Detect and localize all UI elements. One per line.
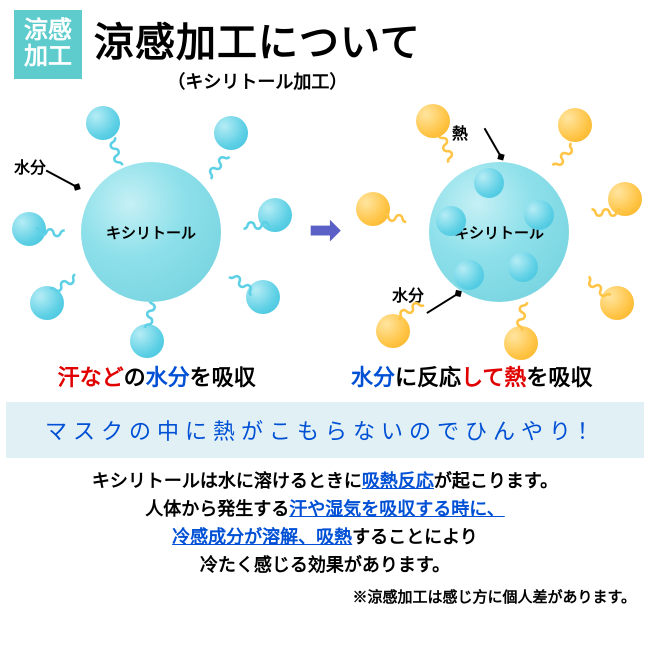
wavy-arrow-icon: 〰 xyxy=(500,299,544,334)
caption-release: 水分に反応して熱を吸収 xyxy=(351,360,592,392)
badge-line2: 加工 xyxy=(24,44,72,70)
arrow-right-icon: ➡ xyxy=(309,207,341,252)
cooling-banner: マスクの中に熱がこもらないのでひんやり！ xyxy=(6,402,644,458)
diagram-area: 水分 〰 〰 〰 〰 〰 〰 〰 キシリトール ➡ 熱 水分 〰 〰 〰 xyxy=(0,102,650,392)
water-inner-icon xyxy=(454,260,484,290)
wavy-arrow-icon: 〰 xyxy=(376,197,407,239)
water-inner-icon xyxy=(474,168,504,198)
badge-line1: 涼感 xyxy=(24,18,72,44)
header: 涼感 加工 涼感加工について （キシリトール加工） xyxy=(0,0,650,98)
xylitol-ball: キシリトール xyxy=(81,162,221,302)
pointer-line xyxy=(46,170,79,189)
water-ball-icon xyxy=(214,116,248,150)
water-ball-icon xyxy=(86,106,120,140)
wavy-arrow-icon: 〰 xyxy=(34,211,65,253)
wavy-arrow-icon: 〰 xyxy=(592,192,620,232)
xylitol-label: キシリトール xyxy=(106,222,196,243)
description: キシリトールは水に溶けるときに吸熱反応が起こります。 人体から発生する汗や湿気を… xyxy=(0,468,650,580)
desc-line2: 人体から発生する汗や湿気を吸収する時に、 xyxy=(10,496,640,524)
pointer-line xyxy=(484,128,503,158)
water-inner-icon xyxy=(436,206,466,236)
disclaimer-note: ※涼感加工は感じ方に個人差があります。 xyxy=(0,580,650,607)
subtitle: （キシリトール加工） xyxy=(167,68,347,94)
title-box: 涼感加工について （キシリトール加工） xyxy=(94,10,421,94)
desc-line1: キシリトールは水に溶けるときに吸熱反応が起こります。 xyxy=(10,468,640,496)
desc-line4: 冷たく感じる効果があります。 xyxy=(10,552,640,580)
cooling-badge: 涼感 加工 xyxy=(14,10,82,79)
water-inner-icon xyxy=(524,200,554,230)
cluster-release: 熱 水分 〰 〰 〰 〰 〰 〰 〰 キシリトール xyxy=(354,102,644,362)
desc-line3: 冷感成分が溶解、吸熱することにより xyxy=(10,524,640,552)
water-inner-icon xyxy=(508,252,538,282)
caption-absorb: 汗などの水分を吸収 xyxy=(58,360,256,392)
page-title: 涼感加工について xyxy=(94,10,421,68)
pointer-line xyxy=(426,292,459,314)
moisture-label: 水分 xyxy=(14,154,46,178)
wavy-arrow-icon: 〰 xyxy=(244,206,272,246)
cluster-absorb: 水分 〰 〰 〰 〰 〰 〰 〰 キシリトール xyxy=(6,102,296,362)
caption-row: 汗などの水分を吸収 水分に反応して熱を吸収 xyxy=(0,360,650,392)
